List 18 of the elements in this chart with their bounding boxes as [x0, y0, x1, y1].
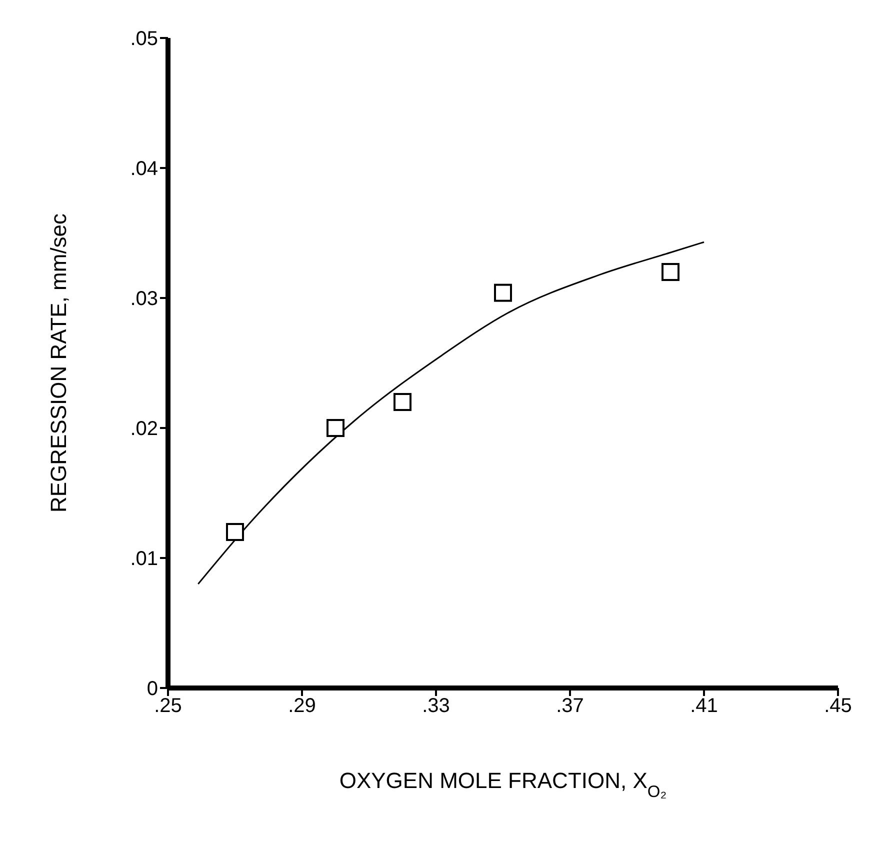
y-tick-label: .03	[130, 288, 158, 310]
point	[326, 419, 344, 437]
x-axis-title: OXYGEN MOLE FRACTION, X$_{O₂}$	[339, 768, 667, 801]
x-tick-label: .29	[288, 695, 316, 718]
point	[394, 393, 412, 411]
point	[494, 284, 512, 302]
y-tick-label: .02	[130, 418, 158, 440]
x-tick-label: .41	[690, 695, 718, 718]
x-tick-label: .37	[556, 695, 584, 718]
x-tick-label: .33	[422, 695, 450, 718]
y-axis-title: REGRESSION RATE, mm/sec	[46, 213, 71, 513]
y-tick-label: .04	[130, 158, 158, 180]
y-tick-label: .01	[130, 548, 158, 570]
point	[226, 523, 244, 541]
line-series	[197, 241, 705, 585]
x-tick-label: .45	[824, 695, 852, 718]
point	[662, 263, 680, 281]
y-tick-label: .05	[130, 28, 158, 50]
